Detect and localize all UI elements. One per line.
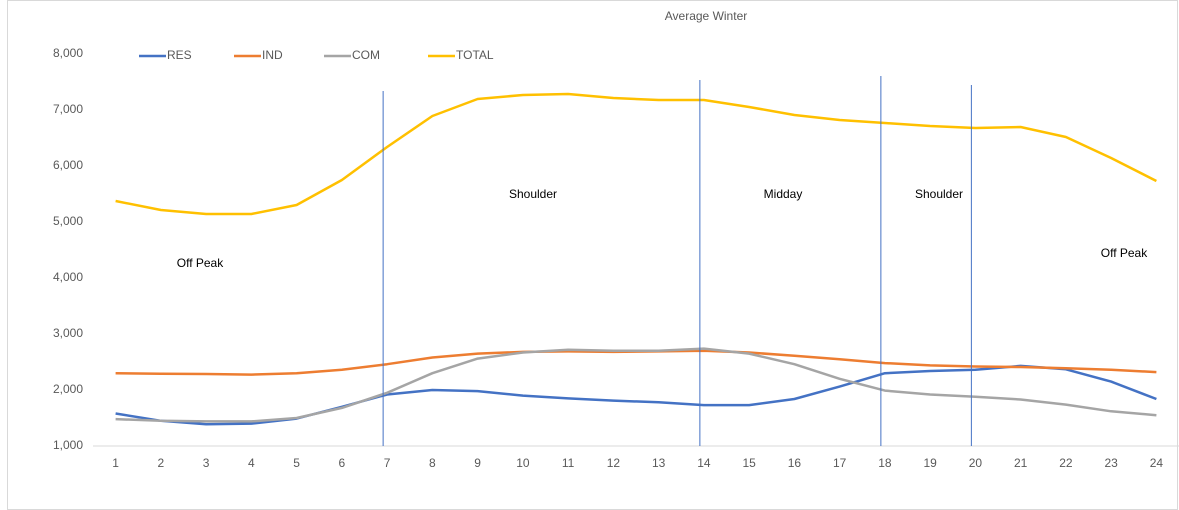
x-tick-label: 15 bbox=[742, 456, 756, 470]
y-tick-label: 3,000 bbox=[53, 326, 83, 340]
x-tick-label: 5 bbox=[293, 456, 300, 470]
series-line bbox=[115, 349, 1157, 376]
x-tick-label: 13 bbox=[652, 456, 666, 470]
x-tick-label: 14 bbox=[697, 456, 711, 470]
series-line bbox=[115, 92, 1157, 216]
x-tick-label: 17 bbox=[833, 456, 847, 470]
legend-label: IND bbox=[262, 48, 283, 62]
series-line bbox=[115, 347, 1157, 423]
x-tick-label: 2 bbox=[158, 456, 165, 470]
x-tick-label: 8 bbox=[429, 456, 436, 470]
y-tick-label: 6,000 bbox=[53, 158, 83, 172]
annotation: Off Peak bbox=[1101, 246, 1148, 260]
x-tick-label: 19 bbox=[923, 456, 937, 470]
y-tick-label: 4,000 bbox=[53, 270, 83, 284]
legend-label: COM bbox=[352, 48, 380, 62]
annotation: Off Peak bbox=[177, 256, 224, 270]
x-tick-label: 23 bbox=[1104, 456, 1118, 470]
x-tick-label: 9 bbox=[474, 456, 481, 470]
x-tick-label: 6 bbox=[339, 456, 346, 470]
x-tick-label: 10 bbox=[516, 456, 530, 470]
x-tick-label: 11 bbox=[562, 456, 575, 470]
x-tick-label: 4 bbox=[248, 456, 255, 470]
x-tick-label: 16 bbox=[788, 456, 802, 470]
y-tick-label: 7,000 bbox=[53, 102, 83, 116]
annotation: Shoulder bbox=[509, 187, 557, 201]
y-tick-label: 8,000 bbox=[53, 46, 83, 60]
x-tick-label: 21 bbox=[1014, 456, 1028, 470]
annotation: Shoulder bbox=[915, 187, 963, 201]
x-tick-label: 20 bbox=[969, 456, 983, 470]
chart-title: Average Winter bbox=[665, 9, 747, 23]
x-tick-label: 18 bbox=[878, 456, 892, 470]
y-tick-label: 5,000 bbox=[53, 214, 83, 228]
x-tick-label: 22 bbox=[1059, 456, 1073, 470]
x-tick-label: 7 bbox=[384, 456, 391, 470]
legend-label: TOTAL bbox=[456, 48, 494, 62]
y-tick-label: 2,000 bbox=[53, 382, 83, 396]
legend-label: RES bbox=[167, 48, 192, 62]
x-tick-label: 1 bbox=[112, 456, 119, 470]
x-tick-label: 24 bbox=[1150, 456, 1164, 470]
y-tick-label: 1,000 bbox=[53, 438, 83, 452]
x-tick-label: 3 bbox=[203, 456, 210, 470]
annotation: Midday bbox=[764, 187, 803, 201]
chart-border bbox=[7, 0, 1178, 510]
x-tick-label: 12 bbox=[607, 456, 621, 470]
